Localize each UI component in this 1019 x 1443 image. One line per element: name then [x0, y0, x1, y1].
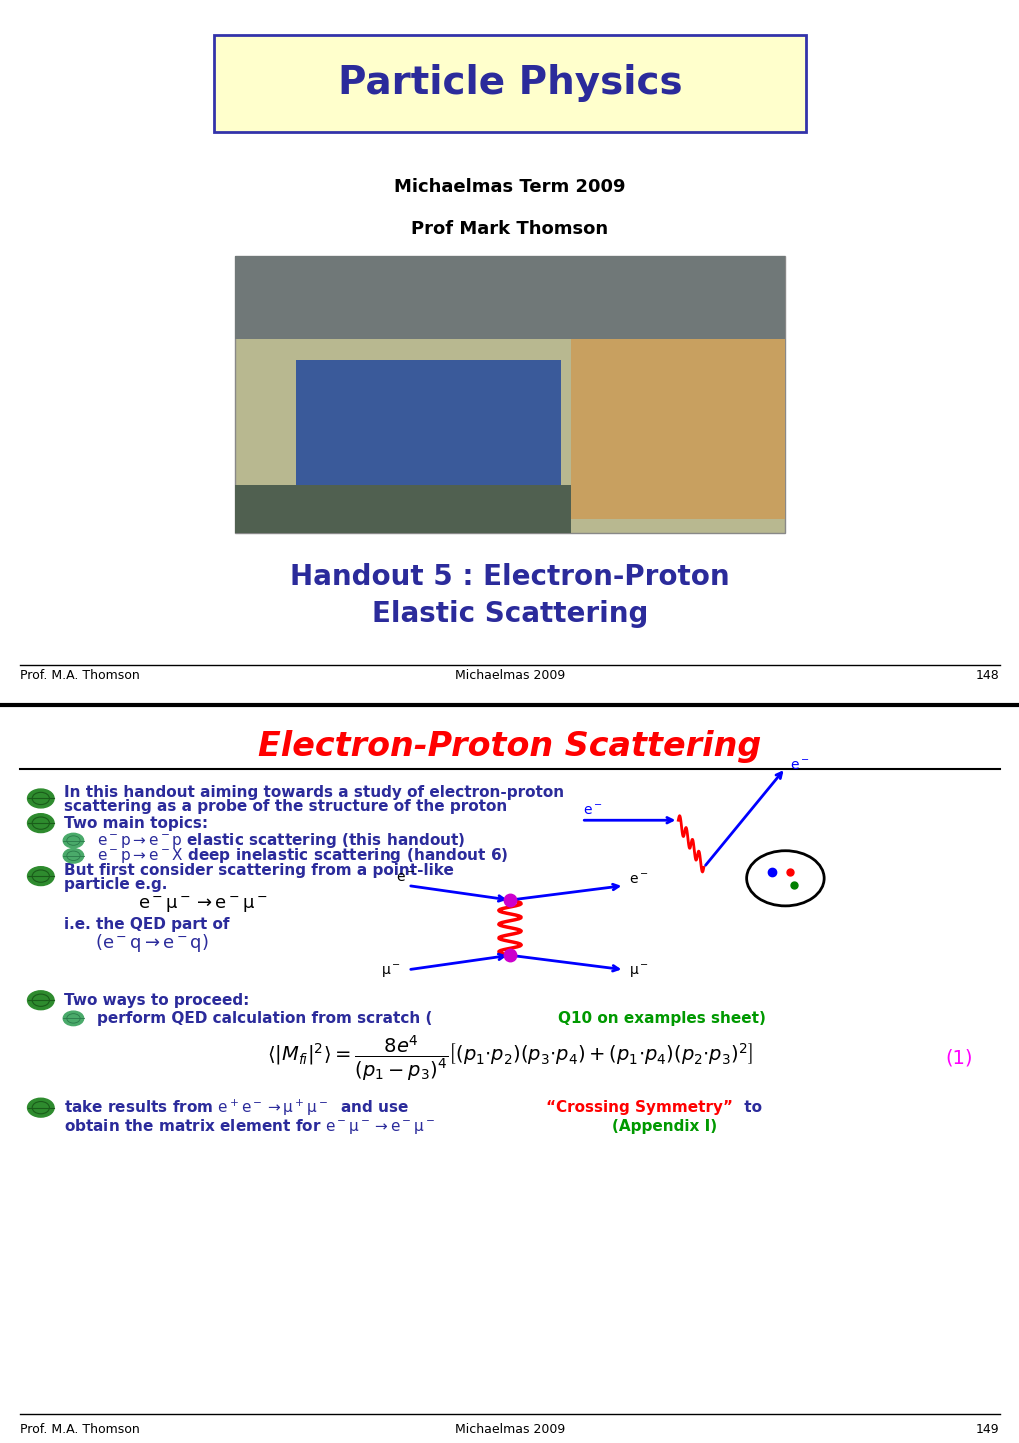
Text: scattering as a probe of the structure of the proton: scattering as a probe of the structure o…	[64, 799, 507, 814]
Text: Michaelmas Term 2009: Michaelmas Term 2009	[394, 177, 625, 196]
Text: $\mathsf{\mu^-}$: $\mathsf{\mu^-}$	[381, 964, 401, 980]
FancyBboxPatch shape	[571, 270, 785, 519]
Text: $\mathsf{e^-}$: $\mathsf{e^-}$	[629, 873, 648, 886]
Text: Two main topics:: Two main topics:	[64, 815, 208, 831]
Text: But first consider scattering from a point-like: But first consider scattering from a poi…	[64, 863, 453, 877]
Text: Prof. M.A. Thomson: Prof. M.A. Thomson	[20, 670, 140, 683]
Text: $\mathsf{\mu^-}$: $\mathsf{\mu^-}$	[629, 964, 649, 980]
Circle shape	[63, 833, 84, 848]
Text: Particle Physics: Particle Physics	[337, 63, 682, 102]
Text: $\mathsf{e^-p \rightarrow e^-p}$ elastic scattering (this handout): $\mathsf{e^-p \rightarrow e^-p}$ elastic…	[97, 831, 465, 850]
FancyBboxPatch shape	[234, 485, 571, 534]
Text: $\mathsf{e^-}$: $\mathsf{e^-}$	[790, 759, 809, 772]
Text: Michaelmas 2009: Michaelmas 2009	[454, 1423, 565, 1436]
Circle shape	[28, 991, 54, 1010]
Text: (1): (1)	[945, 1049, 971, 1068]
Circle shape	[746, 851, 823, 906]
Text: 149: 149	[975, 1423, 999, 1436]
Text: Handout 5 : Electron-Proton
Elastic Scattering: Handout 5 : Electron-Proton Elastic Scat…	[289, 563, 730, 628]
FancyBboxPatch shape	[296, 361, 560, 485]
Circle shape	[28, 1098, 54, 1117]
Text: (Appendix I): (Appendix I)	[611, 1118, 716, 1134]
Text: to: to	[739, 1100, 762, 1115]
Text: particle e.g.: particle e.g.	[64, 876, 167, 892]
Text: 148: 148	[975, 670, 999, 683]
FancyBboxPatch shape	[234, 257, 785, 534]
Text: $\langle|M_{fi}|^2\rangle = \dfrac{8e^4}{(p_1-p_3)^4}\left[(p_1{\cdot}p_2)(p_3{\: $\langle|M_{fi}|^2\rangle = \dfrac{8e^4}…	[267, 1033, 752, 1084]
Text: Electron-Proton Scattering: Electron-Proton Scattering	[258, 730, 761, 763]
Circle shape	[63, 1012, 84, 1026]
Text: i.e. the QED part of: i.e. the QED part of	[64, 918, 229, 932]
Text: $\mathsf{e^-p \rightarrow e^-X}$ deep inelastic scattering (handout 6): $\mathsf{e^-p \rightarrow e^-X}$ deep in…	[97, 846, 507, 866]
Text: Michaelmas 2009: Michaelmas 2009	[454, 670, 565, 683]
Text: obtain the matrix element for $\mathsf{e^-\mu^- \rightarrow e^-\mu^-}$: obtain the matrix element for $\mathsf{e…	[64, 1117, 444, 1136]
FancyBboxPatch shape	[234, 257, 785, 339]
Text: Prof. M.A. Thomson: Prof. M.A. Thomson	[20, 1423, 140, 1436]
Text: In this handout aiming towards a study of electron-proton: In this handout aiming towards a study o…	[64, 785, 564, 801]
Text: Prof Mark Thomson: Prof Mark Thomson	[411, 219, 608, 238]
Text: $\mathsf{e^-\mu^- \rightarrow e^-\mu^-}$: $\mathsf{e^-\mu^- \rightarrow e^-\mu^-}$	[138, 895, 267, 915]
Circle shape	[28, 814, 54, 833]
Circle shape	[28, 789, 54, 808]
Text: Two ways to proceed:: Two ways to proceed:	[64, 993, 250, 1007]
Text: $\mathsf{e^-}$: $\mathsf{e^-}$	[583, 804, 602, 818]
Text: “Crossing Symmetry”: “Crossing Symmetry”	[545, 1100, 732, 1115]
Text: take results from $\mathsf{e^+e^- \rightarrow \mu^+\mu^-}$  and use: take results from $\mathsf{e^+e^- \right…	[64, 1098, 415, 1118]
FancyBboxPatch shape	[214, 35, 805, 131]
Text: perform QED calculation from scratch (: perform QED calculation from scratch (	[97, 1012, 432, 1026]
Circle shape	[28, 867, 54, 886]
Text: Q10 on examples sheet): Q10 on examples sheet)	[557, 1012, 765, 1026]
Text: $\mathsf{(e^-q \rightarrow e^-q)}$: $\mathsf{(e^-q \rightarrow e^-q)}$	[95, 932, 209, 954]
Circle shape	[63, 848, 84, 863]
Text: $\mathsf{e^-}$: $\mathsf{e^-}$	[395, 872, 415, 885]
